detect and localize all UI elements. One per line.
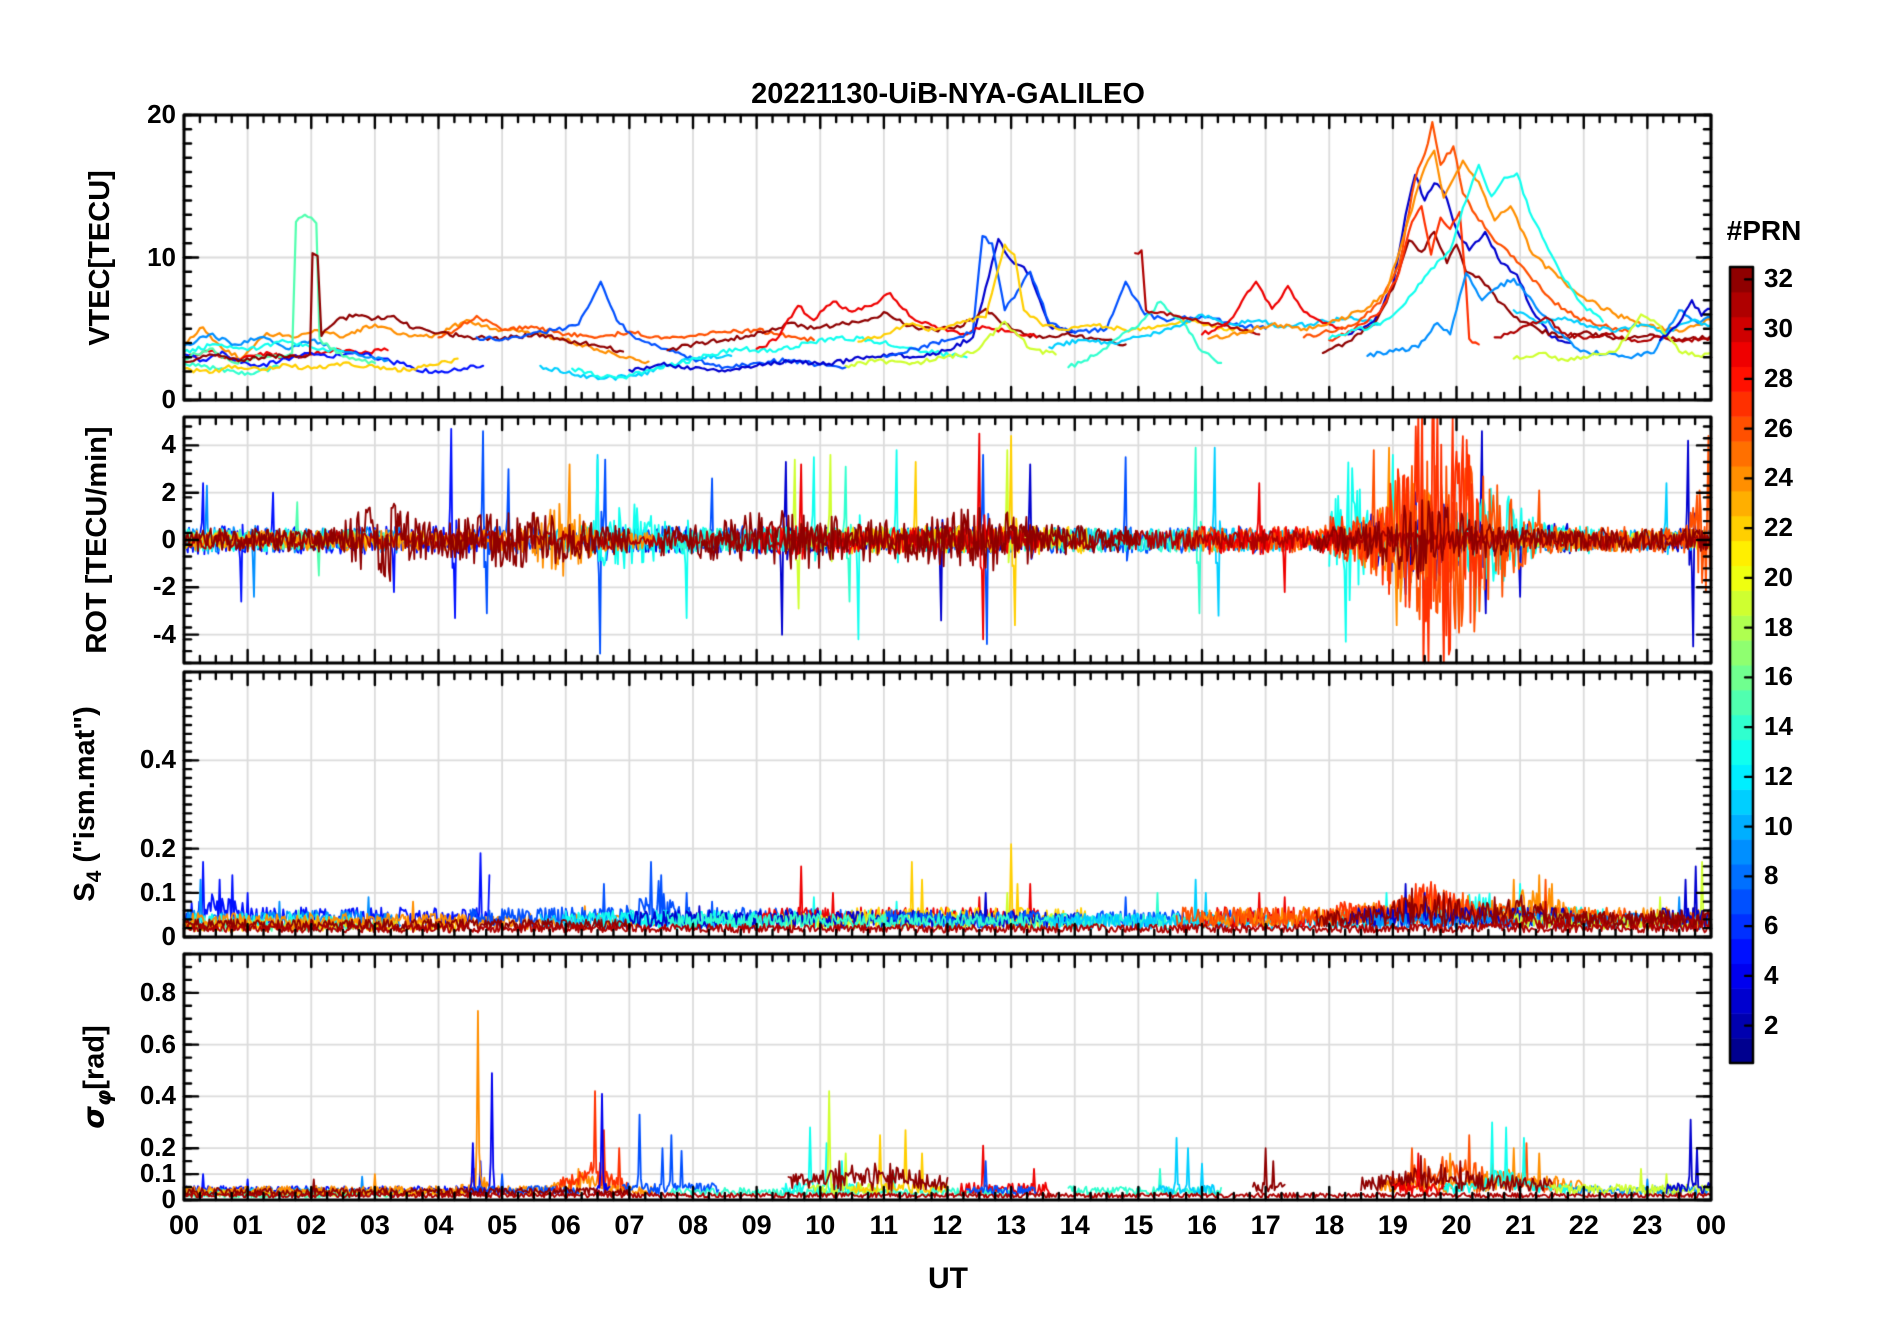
x-tick-label: 22 (1568, 1210, 1599, 1240)
y-tick-label: 0 (161, 921, 176, 951)
colorbar-tick-label: 22 (1764, 512, 1793, 543)
y-tick-label: 0.2 (139, 1132, 176, 1163)
x-tick-label: 14 (1059, 1210, 1090, 1240)
x-tick-label: 06 (550, 1210, 581, 1240)
x-tick-label: 12 (932, 1210, 963, 1240)
x-tick-label: 21 (1505, 1210, 1536, 1240)
colorbar-tick-label: 16 (1764, 661, 1793, 692)
colorbar-tick-label: 8 (1764, 860, 1779, 891)
figure-title: 20221130-UiB-NYA-GALILEO (751, 78, 1145, 110)
colorbar-tick-label: 4 (1764, 959, 1779, 990)
x-tick-label: 07 (614, 1210, 645, 1240)
x-axis-label: UT (928, 1262, 968, 1295)
y-tick-label: -2 (152, 571, 176, 602)
colorbar-tick-label: 20 (1764, 561, 1793, 592)
x-tick-label: 00 (168, 1210, 200, 1240)
colorbar-title: #PRN (1726, 215, 1802, 246)
x-tick-label: 19 (1377, 1210, 1408, 1240)
y-tick-label: -4 (152, 618, 176, 649)
y-tick-label: 0.6 (139, 1028, 176, 1059)
colorbar-tick-label: 10 (1764, 810, 1793, 841)
colorbar-tick-label: 24 (1764, 462, 1793, 493)
y-tick-label: 0.4 (139, 1080, 176, 1111)
x-tick-label: 16 (1186, 1210, 1218, 1240)
y-tick-label: 0.1 (139, 1158, 176, 1189)
y-tick-label: 0 (161, 1184, 176, 1214)
x-tick-label: 03 (359, 1210, 390, 1240)
colorbar-tick-label: 18 (1764, 611, 1793, 642)
s4-axis-label: S4 ("ism.mat") (69, 706, 106, 902)
colorbar-tick-label: 12 (1764, 760, 1793, 791)
x-tick-label: 10 (805, 1210, 836, 1240)
x-tick-label: 04 (423, 1210, 454, 1240)
x-tick-label: 13 (996, 1210, 1027, 1240)
y-tick-label: 4 (161, 429, 176, 460)
x-tick-label: 15 (1123, 1210, 1154, 1240)
x-tick-label: 02 (296, 1210, 327, 1240)
colorbar-tick-label: 14 (1764, 711, 1793, 742)
y-tick-label: 2 (161, 476, 176, 507)
x-tick-label: 11 (869, 1210, 899, 1240)
x-tick-label: 18 (1314, 1210, 1345, 1240)
x-tick-label: 01 (232, 1210, 263, 1240)
x-tick-label: 23 (1632, 1210, 1663, 1240)
colorbar-tick-label: 2 (1764, 1009, 1779, 1040)
colorbar-tick-label: 6 (1764, 910, 1779, 941)
x-tick-label: 17 (1250, 1210, 1281, 1240)
y-tick-label: 20 (147, 99, 176, 129)
y-tick-label: 10 (147, 241, 176, 272)
colorbar-tick-label: 30 (1764, 313, 1793, 344)
x-tick-label: 09 (741, 1210, 772, 1240)
colorbar-tick-label: 28 (1764, 362, 1793, 393)
y-tick-label: 0.2 (139, 832, 176, 863)
x-tick-label: 00 (1695, 1210, 1727, 1240)
x-tick-label: 08 (677, 1210, 709, 1240)
colorbar-tick-label: 32 (1764, 263, 1793, 294)
y-tick-label: 0 (161, 384, 176, 414)
colorbar-tick-label: 26 (1764, 412, 1793, 443)
y-tick-label: 0.8 (139, 976, 176, 1007)
y-tick-label: 0 (161, 524, 176, 554)
y-tick-label: 0.1 (139, 876, 176, 907)
x-tick-label: 20 (1441, 1210, 1472, 1240)
x-tick-label: 05 (487, 1210, 518, 1240)
y-tick-label: 0.4 (139, 744, 176, 775)
